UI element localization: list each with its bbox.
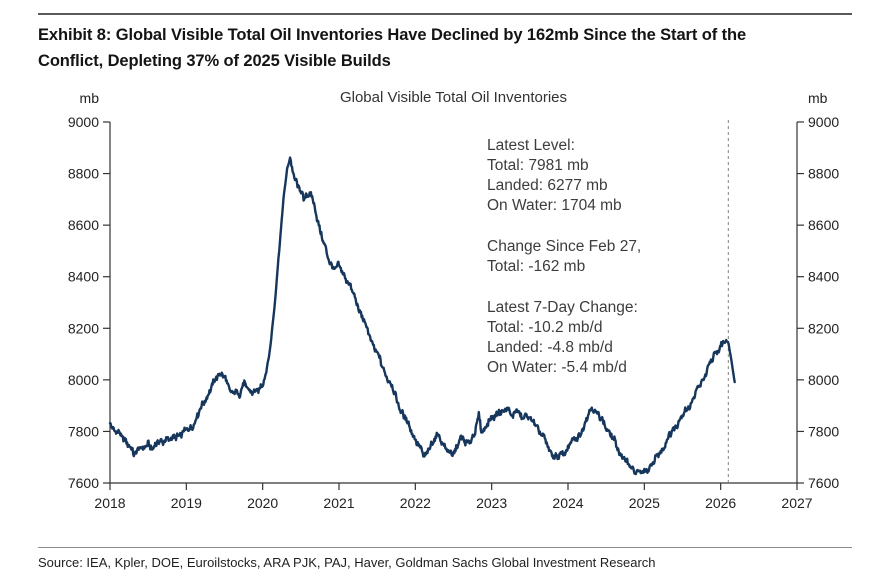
exhibit-title-line1: Exhibit 8: Global Visible Total Oil Inve… (38, 26, 747, 44)
x-tick-label: 2018 (94, 495, 125, 511)
annotation-line: On Water: 1704 mb (487, 197, 622, 214)
annotation-7day-change: Latest 7-Day Change: Total: -10.2 mb/d L… (487, 298, 641, 378)
y-tick-label-left: 7800 (68, 423, 99, 439)
y-tick-label-left: 8200 (68, 320, 99, 336)
annotation-line: Landed: 6277 mb (487, 177, 608, 194)
y-tick-label-right: 8600 (808, 217, 839, 233)
inventory-line-chart: 9000 9000 8800 8800 8600 8600 8400 8400 8200 8200… (68, 90, 840, 511)
y-tick-label-right: 8000 (808, 372, 839, 388)
annotation-line: Landed: -4.8 mb/d (487, 339, 613, 356)
x-tick-label: 2021 (323, 495, 354, 511)
y-tick-label-left: 8000 (68, 372, 99, 388)
x-tick-label: 2024 (552, 495, 583, 511)
y-tick-label-right: 7800 (808, 423, 839, 439)
x-tick-label: 2023 (476, 495, 507, 511)
y-axis-unit-left: mb (80, 90, 100, 106)
chart-title: Global Visible Total Oil Inventories (339, 89, 568, 106)
exhibit-title-line2: Conflict, Depleting 37% of 2025 Visible … (38, 52, 391, 70)
inventory-series-line (108, 156, 736, 476)
chart-annotations: Latest Level: Total: 7981 mb Landed: 627… (487, 136, 641, 399)
annotation-line: Change Since Feb 27, (487, 238, 642, 255)
x-tick-label: 2020 (247, 495, 278, 511)
x-tick-label: 2026 (705, 495, 736, 511)
annotation-line: Total: 7981 mb (487, 157, 589, 174)
y-tick-label-left: 8800 (68, 166, 99, 182)
annotation-latest-level: Latest Level: Total: 7981 mb Landed: 627… (487, 136, 641, 216)
x-tick-label: 2025 (629, 495, 660, 511)
x-tick-label: 2022 (400, 495, 431, 511)
y-tick-label-right: 7600 (808, 475, 839, 491)
y-tick-label-left: 9000 (68, 114, 99, 130)
source-line: Source: IEA, Kpler, DOE, Euroilstocks, A… (38, 555, 656, 570)
y-tick-label-right: 8200 (808, 320, 839, 336)
bottom-divider (38, 547, 852, 548)
x-tick-label: 2019 (171, 495, 202, 511)
y-tick-label-right: 9000 (808, 114, 839, 130)
annotation-change-since: Change Since Feb 27, Total: -162 mb (487, 237, 641, 277)
x-tick-label: 2027 (781, 495, 812, 511)
exhibit-title: Exhibit 8: Global Visible Total Oil Inve… (38, 22, 862, 74)
y-axis-unit-right: mb (808, 90, 828, 106)
y-tick-label-left: 8400 (68, 269, 99, 285)
annotation-line: Total: -10.2 mb/d (487, 319, 603, 336)
annotation-line: On Water: -5.4 mb/d (487, 359, 627, 376)
y-tick-label-left: 7600 (68, 475, 99, 491)
top-divider (38, 13, 852, 15)
y-tick-label-right: 8800 (808, 166, 839, 182)
annotation-line: Total: -162 mb (487, 258, 586, 275)
annotation-line: Latest Level: (487, 137, 575, 154)
annotation-line: Latest 7-Day Change: (487, 299, 638, 316)
y-tick-label-right: 8400 (808, 269, 839, 285)
y-tick-label-left: 8600 (68, 217, 99, 233)
